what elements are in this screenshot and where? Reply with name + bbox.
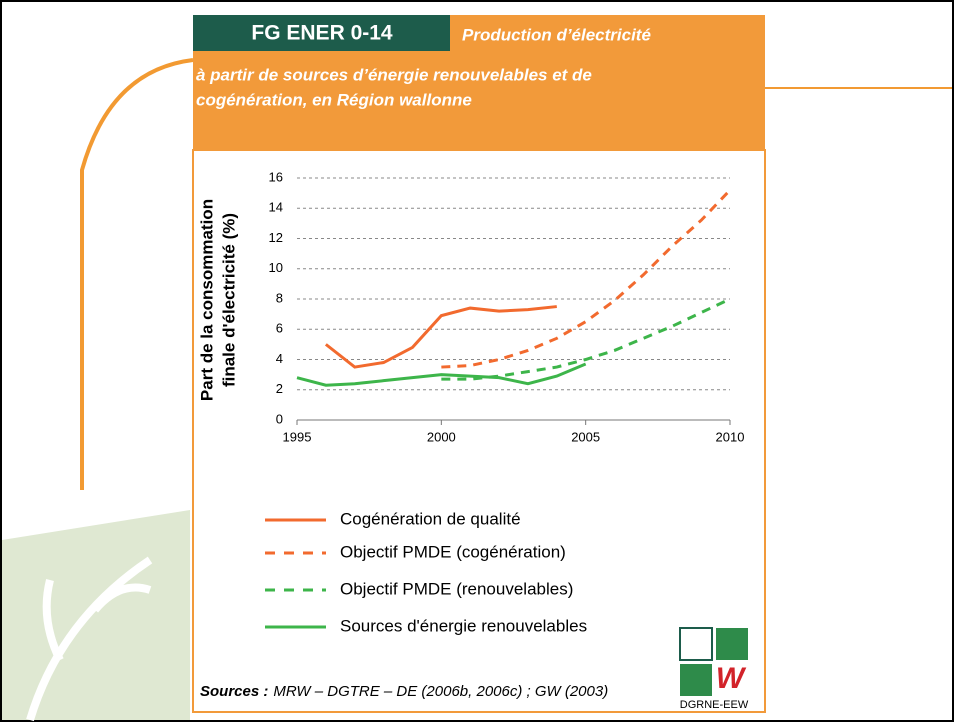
legend-label: Cogénération de qualité [340,509,521,528]
logo-w: W [716,662,747,695]
title-line: à partir de sources d’énergie renouvelab… [196,65,592,84]
deco-curve [80,58,194,490]
y-tick-label: 14 [269,200,283,215]
x-tick-label: 1995 [283,429,312,444]
y-tick-label: 0 [276,411,283,426]
y-tick-label: 12 [269,230,283,245]
sources-label: Sources : [200,683,268,700]
code-tab [193,15,450,51]
y-tick-label: 8 [276,290,283,305]
legend-label: Objectif PMDE (cogénération) [340,542,566,561]
y-tick-label: 4 [276,351,283,366]
deco-branch [26,556,153,722]
line [324,305,557,369]
y-tick-label: 6 [276,321,283,336]
y-tick-label: 16 [269,169,283,184]
content-box [192,149,766,713]
line [296,362,587,387]
logo: W DGRNE-EEW [679,627,749,711]
logo-square [679,627,713,661]
sources-text: MRW – DGTRE – DE (2006b, 2006c) ; GW (20… [273,683,608,700]
x-tick-label: 2010 [716,429,745,444]
code: FG ENER 0-14 [251,22,393,45]
y-tick-label: 10 [269,260,283,275]
logo-text: DGRNE-EEW [680,699,749,711]
legend-label: Sources d'énergie renouvelables [340,616,587,635]
x-tick-label: 2000 [427,429,456,444]
x-tick-label: 2005 [571,429,600,444]
title-line: cogénération, en Région wallonne [196,90,472,109]
title-line: Production d’électricité [462,25,651,44]
y-label-line: Part de la consommation [197,199,216,401]
line [441,189,732,369]
y-label: Part de la consommation finale d'électri… [197,199,238,401]
y-tick-label: 2 [276,381,283,396]
logo-square [716,628,748,660]
y-label-line: finale d'électricité (%) [219,213,238,387]
sources: Sources : MRW – DGTRE – DE (2006b, 2006c)… [200,683,608,700]
deco-leaf-bg [2,510,190,720]
legend-label: Objectif PMDE (renouvelables) [340,579,573,598]
logo-square [680,664,712,696]
